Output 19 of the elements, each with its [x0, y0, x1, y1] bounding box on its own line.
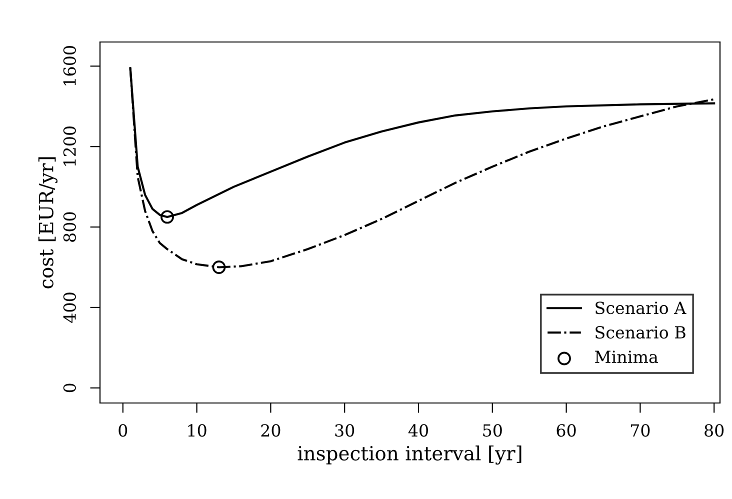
legend-label: Scenario A [596, 302, 686, 314]
y-tick-label: 400 [63, 292, 76, 323]
y-tick-label: 0 [63, 384, 76, 392]
x-tick-label: 0 [118, 424, 128, 437]
x-tick-label: 70 [630, 424, 650, 437]
x-tick-label: 80 [704, 424, 724, 437]
y-tick-label: 800 [63, 212, 76, 242]
x-tick-label: 60 [556, 424, 576, 437]
x-tick-label: 30 [335, 424, 354, 437]
y-tick-label: 1600 [63, 46, 76, 86]
x-tick-label: 20 [261, 424, 280, 437]
y-axis-title: cost [EUR/yr] [38, 157, 58, 288]
x-tick-label: 50 [483, 424, 502, 437]
x-tick-label: 40 [408, 424, 428, 437]
y-tick-label: 1200 [63, 126, 76, 166]
legend-label: Minima [595, 350, 658, 364]
legend-label: Scenario B [596, 326, 686, 339]
x-axis-title: inspection interval [yr] [298, 446, 522, 465]
x-tick-label: 10 [188, 424, 206, 437]
